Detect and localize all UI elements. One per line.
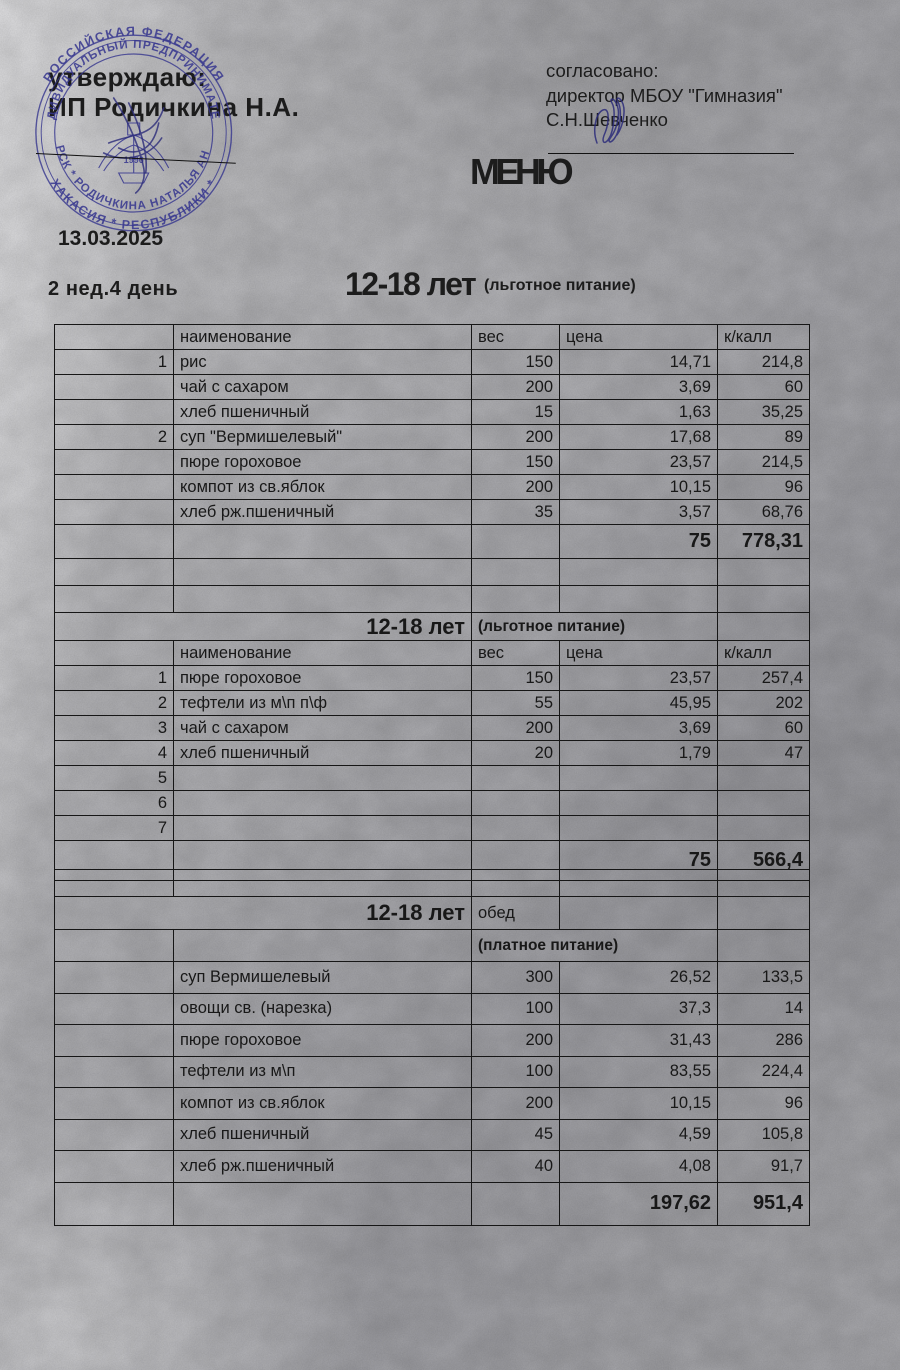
- svg-text:ИНДИВИДУАЛЬНЫЙ ПРЕДПРИНИМАТЕЛЬ: ИНДИВИДУАЛЬНЫЙ ПРЕДПРИНИМАТЕЛЬ: [0, 0, 221, 121]
